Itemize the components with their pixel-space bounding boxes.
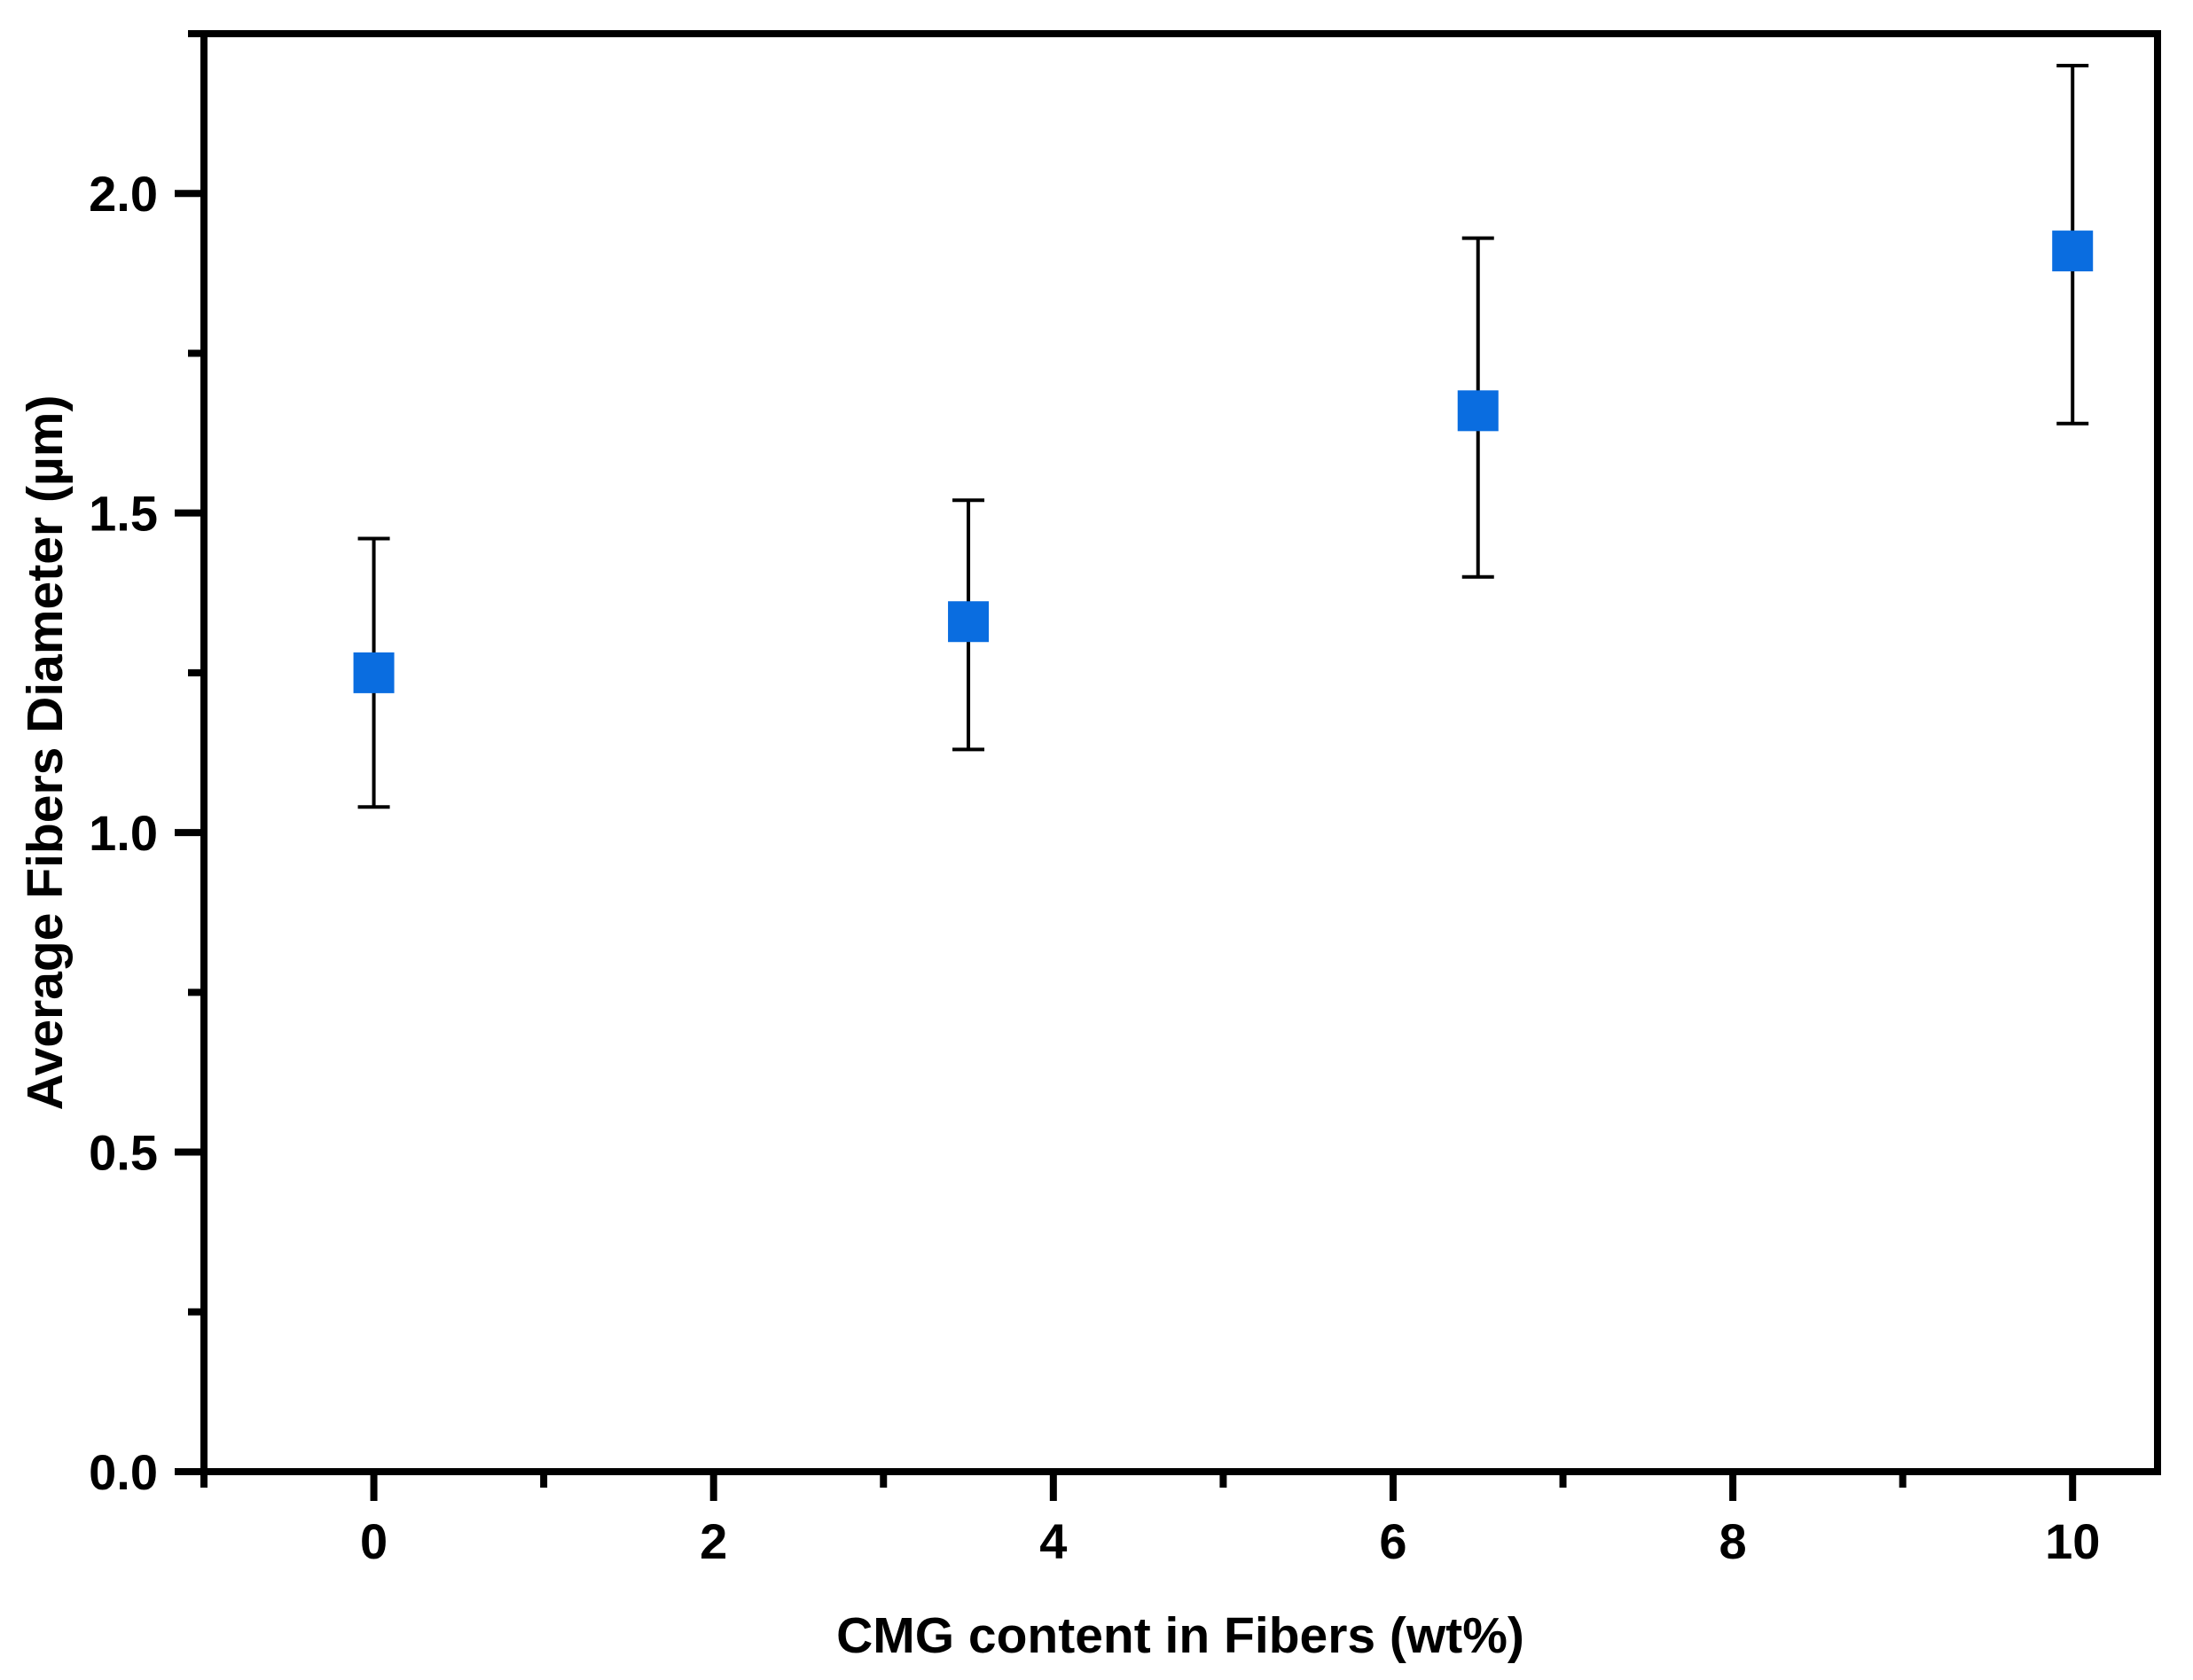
x-tick-label: 10 [2045,1513,2100,1569]
y-tick-label: 1.5 [89,486,158,542]
y-axis-title: Average Fibers Diameter (µm) [17,395,74,1111]
plot-frame-box [200,30,2161,1475]
y-tick-label: 2.0 [89,166,158,222]
x-tick-label: 6 [1379,1513,1406,1569]
x-tick-label: 2 [700,1513,727,1569]
data-point-marker [353,652,395,693]
x-axis-title: CMG content in Fibers (wt%) [836,1607,1524,1664]
x-tick-label: 0 [360,1513,388,1569]
x-tick-label: 4 [1039,1513,1067,1569]
y-tick-label: 0.5 [89,1125,158,1181]
axis-tick-labels: 0 2 4 6 8 10 0.0 0.5 1.0 1.5 2.0 [89,166,2100,1569]
axis-ticks [175,30,2077,1501]
y-tick-label: 1.0 [89,805,158,861]
y-tick-label: 0.0 [89,1444,158,1500]
data-point-marker [2052,231,2094,272]
x-tick-label: 8 [1719,1513,1747,1569]
data-point-marker [1457,390,1499,432]
data-point-marker [948,601,990,643]
plot-frame [200,30,2161,1475]
data-series [353,64,2094,809]
